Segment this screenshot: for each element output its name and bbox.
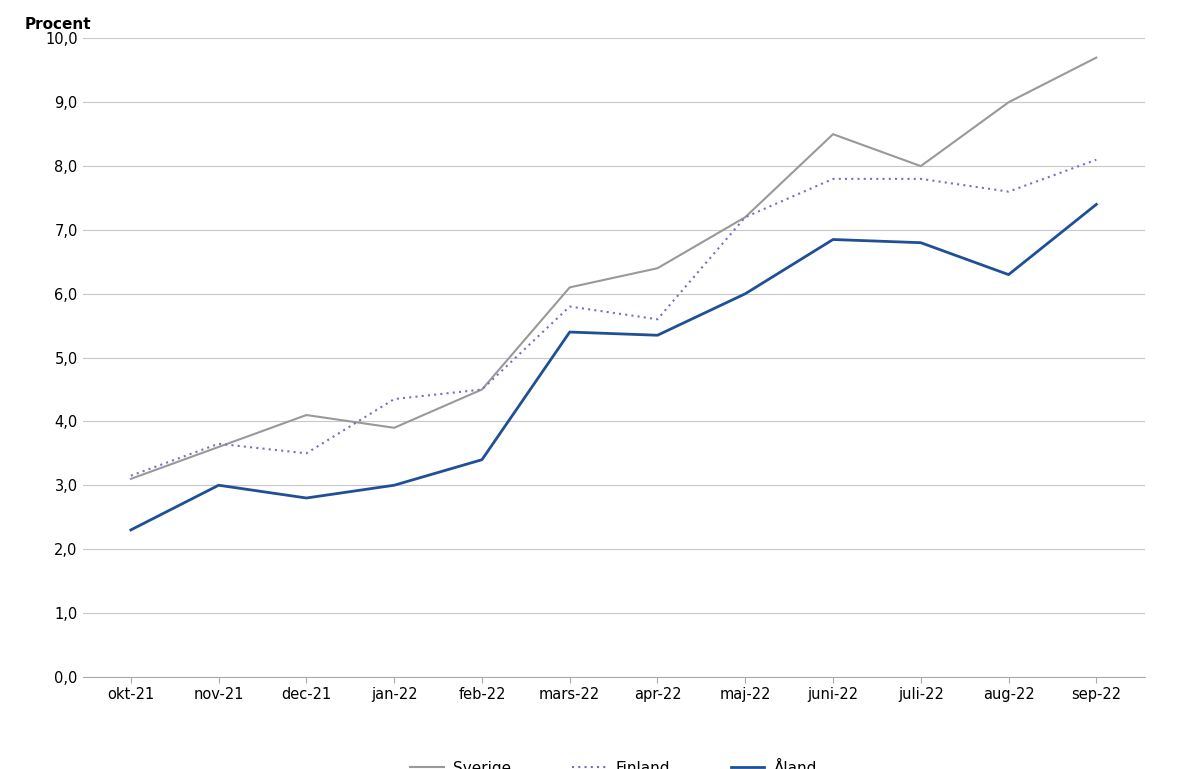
Åland: [826, 235, 840, 244]
Åland: [650, 331, 664, 340]
Sverige: [563, 283, 577, 292]
Sverige: [211, 442, 225, 451]
Finland: [1002, 187, 1016, 196]
Line: Åland: Åland: [131, 205, 1096, 530]
Legend: Sverige, Finland, Åland: Sverige, Finland, Åland: [405, 754, 822, 769]
Sverige: [300, 411, 314, 420]
Åland: [739, 289, 753, 298]
Sverige: [474, 385, 489, 394]
Finland: [474, 385, 489, 394]
Åland: [1002, 270, 1016, 279]
Finland: [211, 439, 225, 448]
Sverige: [1089, 53, 1103, 62]
Sverige: [650, 264, 664, 273]
Line: Finland: Finland: [131, 160, 1096, 476]
Åland: [300, 494, 314, 503]
Sverige: [739, 212, 753, 221]
Line: Sverige: Sverige: [131, 58, 1096, 479]
Finland: [300, 449, 314, 458]
Finland: [387, 394, 401, 404]
Sverige: [1002, 98, 1016, 107]
Åland: [211, 481, 225, 490]
Finland: [1089, 155, 1103, 165]
Finland: [826, 175, 840, 184]
Sverige: [124, 474, 138, 484]
Åland: [474, 455, 489, 464]
Finland: [563, 302, 577, 311]
Finland: [913, 175, 927, 184]
Åland: [563, 328, 577, 337]
Finland: [124, 471, 138, 481]
Finland: [650, 315, 664, 324]
Åland: [1089, 200, 1103, 209]
Åland: [124, 525, 138, 534]
Text: Procent: Procent: [25, 17, 91, 32]
Sverige: [913, 161, 927, 171]
Sverige: [826, 129, 840, 138]
Åland: [387, 481, 401, 490]
Sverige: [387, 423, 401, 432]
Åland: [913, 238, 927, 248]
Finland: [739, 212, 753, 221]
